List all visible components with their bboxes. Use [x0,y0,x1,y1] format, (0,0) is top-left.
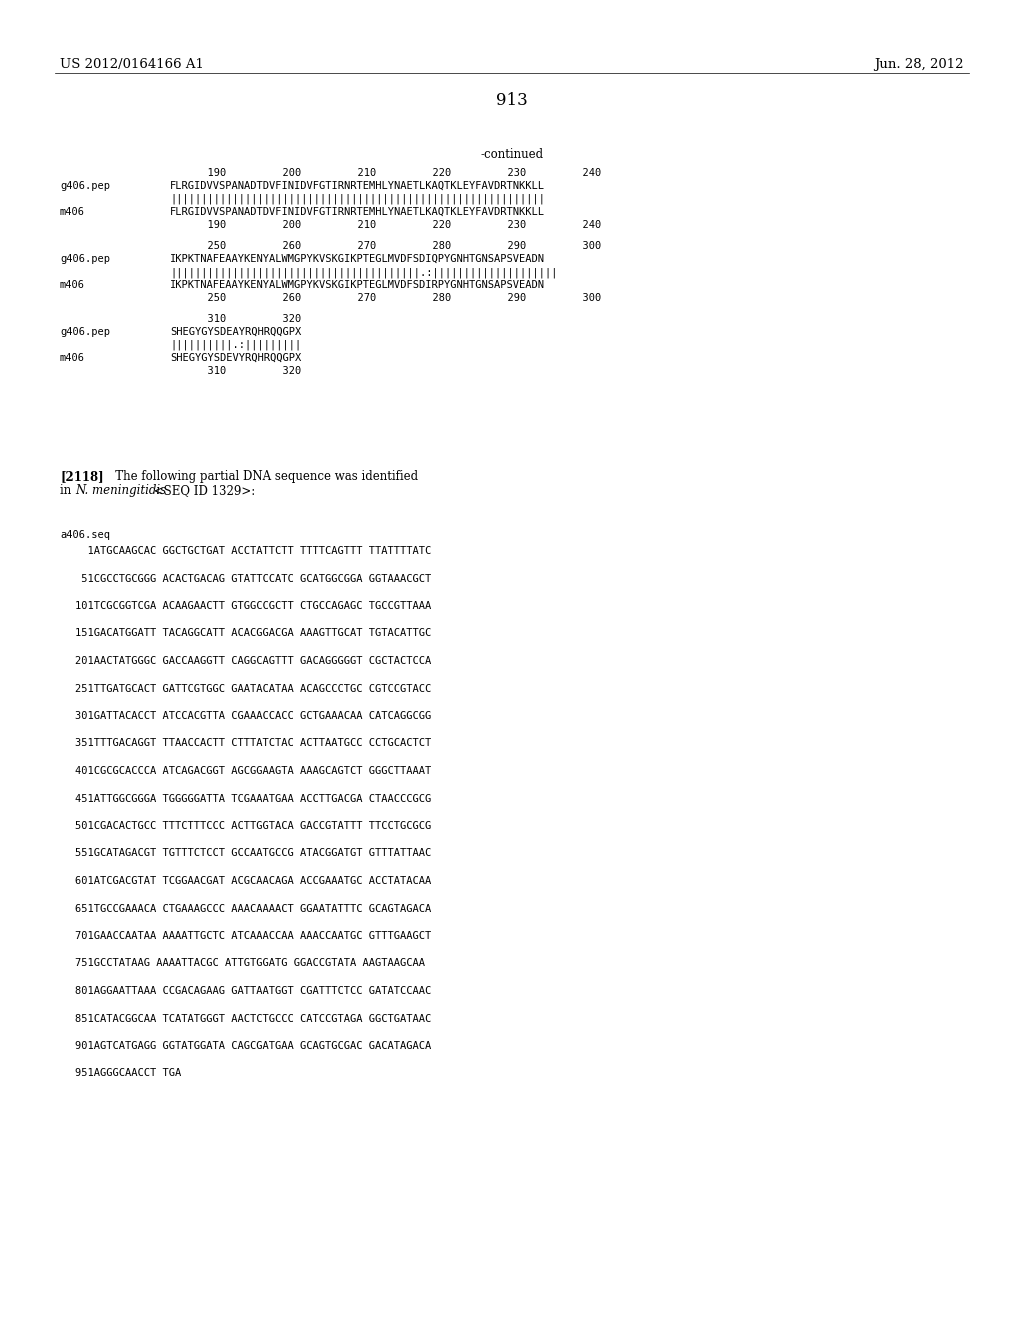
Text: 651TGCCGAAACA CTGAAAGCCC AAACAAAACT GGAATATTTC GCAGTAGACA: 651TGCCGAAACA CTGAAAGCCC AAACAAAACT GGAA… [75,903,431,913]
Text: 501CGACACTGCC TTTCTTTCCC ACTTGGTACA GACCGTATTT TTCCTGCGCG: 501CGACACTGCC TTTCTTTCCC ACTTGGTACA GACC… [75,821,431,832]
Text: m406: m406 [60,280,85,290]
Text: 801AGGAATTAAA CCGACAGAAG GATTAATGGT CGATTTCTCC GATATCCAAC: 801AGGAATTAAA CCGACAGAAG GATTAATGGT CGAT… [75,986,431,997]
Text: 190         200         210         220         230         240: 190 200 210 220 230 240 [170,168,601,178]
Text: N. meningitidis: N. meningitidis [75,484,166,498]
Text: 901AGTCATGAGG GGTATGGATA CAGCGATGAA GCAGTGCGAC GACATAGACA: 901AGTCATGAGG GGTATGGATA CAGCGATGAA GCAG… [75,1041,431,1051]
Text: 1ATGCAAGCAC GGCTGCTGAT ACCTATTCTT TTTTCAGTTT TTATTTTATC: 1ATGCAAGCAC GGCTGCTGAT ACCTATTCTT TTTTCA… [75,546,431,556]
Text: 551GCATAGACGT TGTTTCTCCT GCCAATGCCG ATACGGATGT GTTTATTAAC: 551GCATAGACGT TGTTTCTCCT GCCAATGCCG ATAC… [75,849,431,858]
Text: 851CATACGGCAA TCATATGGGT AACTCTGCCC CATCCGTAGA GGCTGATAAC: 851CATACGGCAA TCATATGGGT AACTCTGCCC CATC… [75,1014,431,1023]
Text: 51CGCCTGCGGG ACACTGACAG GTATTCCATC GCATGGCGGA GGTAAACGCT: 51CGCCTGCGGG ACACTGACAG GTATTCCATC GCATG… [75,573,431,583]
Text: ||||||||||||||||||||||||||||||||||||||||||||||||||||||||||||: ||||||||||||||||||||||||||||||||||||||||… [170,194,545,205]
Text: a406.seq: a406.seq [60,531,110,540]
Text: US 2012/0164166 A1: US 2012/0164166 A1 [60,58,204,71]
Text: 401CGCGCACCCA ATCAGACGGT AGCGGAAGTA AAAGCAGTCT GGGCTTAAAT: 401CGCGCACCCA ATCAGACGGT AGCGGAAGTA AAAG… [75,766,431,776]
Text: FLRGIDVVSPANADTDVFINIDVFGTIRNRTEMHLYNAETLKAQTKLEYFAVDRTNKKLL: FLRGIDVVSPANADTDVFINIDVFGTIRNRTEMHLYNAET… [170,181,545,191]
Text: 351TTTGACAGGT TTAACCACTT CTTTATCTAC ACTTAATGCC CCTGCACTCT: 351TTTGACAGGT TTAACCACTT CTTTATCTAC ACTT… [75,738,431,748]
Text: 250         260         270         280         290         300: 250 260 270 280 290 300 [170,293,601,304]
Text: 451ATTGGCGGGA TGGGGGATTA TCGAAATGAA ACCTTGACGA CTAACCCGCG: 451ATTGGCGGGA TGGGGGATTA TCGAAATGAA ACCT… [75,793,431,804]
Text: g406.pep: g406.pep [60,253,110,264]
Text: 250         260         270         280         290         300: 250 260 270 280 290 300 [170,242,601,251]
Text: 151GACATGGATT TACAGGCATT ACACGGACGA AAAGTTGCAT TGTACATTGC: 151GACATGGATT TACAGGCATT ACACGGACGA AAAG… [75,628,431,639]
Text: IKPKTNAFEAAYKENYALWMGPYKVSKGIKPTEGLMVDFSDIQPYGNHTGNSAPSVEADN: IKPKTNAFEAAYKENYALWMGPYKVSKGIKPTEGLMVDFS… [170,253,545,264]
Text: The following partial DNA sequence was identified: The following partial DNA sequence was i… [104,470,418,483]
Text: in: in [60,484,75,498]
Text: -continued: -continued [480,148,544,161]
Text: g406.pep: g406.pep [60,181,110,191]
Text: 101TCGCGGTCGA ACAAGAACTT GTGGCCGCTT CTGCCAGAGC TGCCGTTAAA: 101TCGCGGTCGA ACAAGAACTT GTGGCCGCTT CTGC… [75,601,431,611]
Text: Jun. 28, 2012: Jun. 28, 2012 [874,58,964,71]
Text: 251TTGATGCACT GATTCGTGGC GAATACATAA ACAGCCCTGC CGTCCGTACC: 251TTGATGCACT GATTCGTGGC GAATACATAA ACAG… [75,684,431,693]
Text: m406: m406 [60,207,85,216]
Text: 701GAACCAATAA AAAATTGCTC ATCAAACCAA AAACCAATGC GTTTGAAGCT: 701GAACCAATAA AAAATTGCTC ATCAAACCAA AAAC… [75,931,431,941]
Text: ||||||||||.:|||||||||: ||||||||||.:||||||||| [170,341,301,351]
Text: 301GATTACACCT ATCCACGTTA CGAAACCACC GCTGAAACAA CATCAGGCGG: 301GATTACACCT ATCCACGTTA CGAAACCACC GCTG… [75,711,431,721]
Text: 190         200         210         220         230         240: 190 200 210 220 230 240 [170,220,601,230]
Text: SHEGYGYSDEVYRQHRQQGPX: SHEGYGYSDEVYRQHRQQGPX [170,352,301,363]
Text: [2118]: [2118] [60,470,103,483]
Text: 310         320: 310 320 [170,314,301,323]
Text: m406: m406 [60,352,85,363]
Text: 601ATCGACGTAT TCGGAACGAT ACGCAACAGA ACCGAAATGC ACCTATACAA: 601ATCGACGTAT TCGGAACGAT ACGCAACAGA ACCG… [75,876,431,886]
Text: FLRGIDVVSPANADTDVFINIDVFGTIRNRTEMHLYNAETLKAQTKLEYFAVDRTNKKLL: FLRGIDVVSPANADTDVFINIDVFGTIRNRTEMHLYNAET… [170,207,545,216]
Text: 751GCCTATAAG AAAATTACGC ATTGTGGATG GGACCGTATA AAGTAAGCAA: 751GCCTATAAG AAAATTACGC ATTGTGGATG GGACC… [75,958,425,969]
Text: SHEGYGYSDEAYRQHRQQGPX: SHEGYGYSDEAYRQHRQQGPX [170,327,301,337]
Text: ||||||||||||||||||||||||||||||||||||||||.:||||||||||||||||||||: ||||||||||||||||||||||||||||||||||||||||… [170,267,557,277]
Text: IKPKTNAFEAAYKENYALWMGPYKVSKGIKPTEGLMVDFSDIRPYGNHTGNSAPSVEADN: IKPKTNAFEAAYKENYALWMGPYKVSKGIKPTEGLMVDFS… [170,280,545,290]
Text: g406.pep: g406.pep [60,327,110,337]
Text: <SEQ ID 1329>:: <SEQ ID 1329>: [150,484,255,498]
Text: 201AACTATGGGC GACCAAGGTT CAGGCAGTTT GACAGGGGGT CGCTACTCCA: 201AACTATGGGC GACCAAGGTT CAGGCAGTTT GACA… [75,656,431,667]
Text: 951AGGGCAACCT TGA: 951AGGGCAACCT TGA [75,1068,181,1078]
Text: 913: 913 [496,92,528,110]
Text: 310         320: 310 320 [170,366,301,376]
